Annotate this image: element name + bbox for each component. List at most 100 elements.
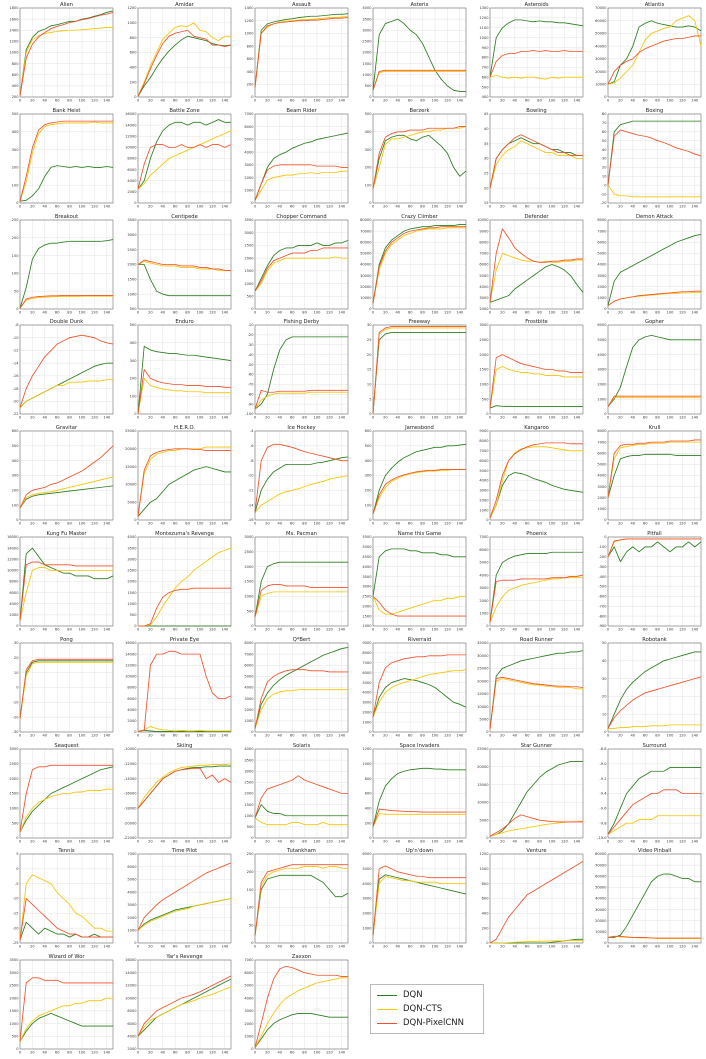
x-tick-label: 0	[136, 310, 139, 314]
y-tick-label: 600	[247, 57, 255, 61]
x-tick-label: 0	[136, 204, 139, 208]
y-tick-label: 500	[129, 613, 137, 617]
panel-title: Gravitar	[56, 425, 78, 431]
series-line-dqn-cts	[19, 661, 113, 719]
x-tick-label: 60	[173, 1051, 178, 1055]
x-tick-label: 40	[513, 416, 518, 420]
x-tick-label: 80	[655, 204, 660, 208]
x-tick-label: 140	[691, 310, 699, 314]
x-tick-label: 0	[372, 204, 375, 208]
x-tick-label: 100	[314, 945, 322, 949]
x-tick-label: 80	[538, 416, 543, 420]
x-tick-label: 0	[489, 416, 492, 420]
panel-riverraid: 0 1000 2000 3000 4000 5000 6000 7000 8000 9000 0 20…	[353, 635, 470, 741]
y-tick-label: 500	[12, 444, 20, 448]
y-tick-label: 200	[12, 165, 20, 169]
x-tick-label: 80	[420, 627, 425, 631]
x-tick-label: 120	[209, 310, 217, 314]
x-tick-label: 80	[655, 839, 660, 843]
y-tick-label: 3000	[362, 700, 372, 704]
y-tick-label: 2000	[9, 613, 19, 617]
x-tick-label: 0	[607, 945, 610, 949]
x-tick-label: 60	[643, 98, 648, 102]
x-tick-label: 140	[221, 204, 229, 208]
x-tick-label: 140	[103, 522, 111, 526]
series-line-dqn-cts	[19, 27, 113, 96]
y-tick-label: 1200	[245, 19, 255, 23]
series-line-dqn-cts	[372, 812, 466, 827]
x-tick-label: 140	[103, 98, 111, 102]
y-tick-label: 1500	[245, 802, 255, 806]
y-tick-label: 600	[129, 51, 137, 55]
y-tick-label: 7000	[480, 251, 490, 255]
series-line-dqn-pixelcnn	[489, 574, 584, 623]
y-tick-label: 5000	[597, 251, 607, 255]
panel-seaquest: 0 500 1000 1500 2000 2500 3000 0 20 40 60 80 100 120 1…	[0, 741, 117, 847]
series-line-dqn-pixelcnn	[19, 977, 113, 1042]
x-tick-label: 80	[302, 1051, 307, 1055]
x-tick-label: 40	[395, 522, 400, 526]
y-tick-label: 1000	[362, 624, 372, 628]
panel-title: Tennis	[57, 848, 74, 854]
y-tick-label: 1500	[9, 1009, 19, 1013]
y-tick-label: 6000	[127, 697, 137, 701]
y-tick-label: -700	[598, 604, 607, 608]
y-tick-label: 300	[12, 148, 20, 152]
y-tick-label: 250	[247, 853, 255, 857]
x-tick-label: 100	[431, 310, 439, 314]
y-tick-label: 0	[251, 942, 254, 946]
y-tick-label: 16000	[7, 535, 19, 539]
y-tick-label: 6000	[597, 452, 607, 456]
x-tick-label: 0	[254, 627, 257, 631]
x-tick-label: 20	[383, 945, 388, 949]
x-tick-label: 0	[372, 98, 375, 102]
y-tick-label: -8	[15, 324, 19, 328]
y-tick-label: 15	[367, 368, 372, 372]
x-tick-label: 0	[19, 98, 22, 102]
x-tick-label: 120	[679, 627, 687, 631]
x-tick-label: 0	[19, 416, 22, 420]
y-tick-label: 400	[129, 66, 137, 70]
x-tick-label: 80	[302, 204, 307, 208]
y-tick-label: 200	[247, 82, 255, 86]
y-tick-label: 0	[604, 535, 607, 539]
y-tick-label: 0	[251, 307, 254, 311]
panel-defender: 2000 3000 4000 5000 6000 7000 8000 9000 10000 0 20…	[470, 212, 587, 318]
x-tick-label: 20	[618, 522, 623, 526]
y-tick-label: 1400	[9, 28, 19, 32]
x-tick-label: 0	[372, 945, 375, 949]
panel-title: Bank Heist	[53, 108, 81, 114]
y-tick-label: 20	[367, 353, 372, 357]
y-tick-label: 0	[134, 942, 137, 946]
x-tick-label: 20	[148, 522, 153, 526]
y-tick-label: 0	[134, 95, 137, 99]
x-tick-label: 20	[501, 310, 506, 314]
y-tick-label: 60	[602, 130, 607, 134]
series-line-dqn-pixelcnn	[137, 650, 231, 732]
panel-yar-s-revenge: 2000 4000 6000 8000 10000 12000 14000 16000 0 20 4…	[118, 952, 235, 1058]
y-tick-label: 5000	[127, 878, 137, 882]
x-tick-label: 0	[254, 522, 257, 526]
series-line-dqn-cts	[372, 327, 466, 415]
y-tick-label: -10	[601, 192, 608, 196]
x-tick-label: 120	[561, 204, 569, 208]
x-tick-label: 100	[314, 416, 322, 420]
panel-svg-double-dunk: -22 -20 -18 -16 -14 -12 -10 -8 0 20 40 60 80 100 120 14…	[13, 319, 114, 420]
y-tick-label: 0	[16, 518, 19, 522]
series-line-dqn-pixelcnn	[19, 658, 113, 719]
y-tick-label: 3000	[9, 747, 19, 751]
x-tick-label: 120	[561, 839, 569, 843]
y-tick-label: 0	[134, 201, 137, 205]
plot-frame	[490, 430, 584, 521]
y-tick-label: 100	[12, 183, 20, 187]
series-line-dqn-pixelcnn	[372, 469, 466, 515]
y-tick-label: 1000	[127, 602, 137, 606]
series-line-dqn	[608, 873, 701, 939]
y-tick-label: 4000	[127, 708, 137, 712]
panel-title: Jamesbond	[404, 425, 434, 431]
panel-title: Surround	[643, 743, 667, 749]
y-tick-label: 3000	[245, 163, 255, 167]
y-tick-label: 4000	[597, 474, 607, 478]
